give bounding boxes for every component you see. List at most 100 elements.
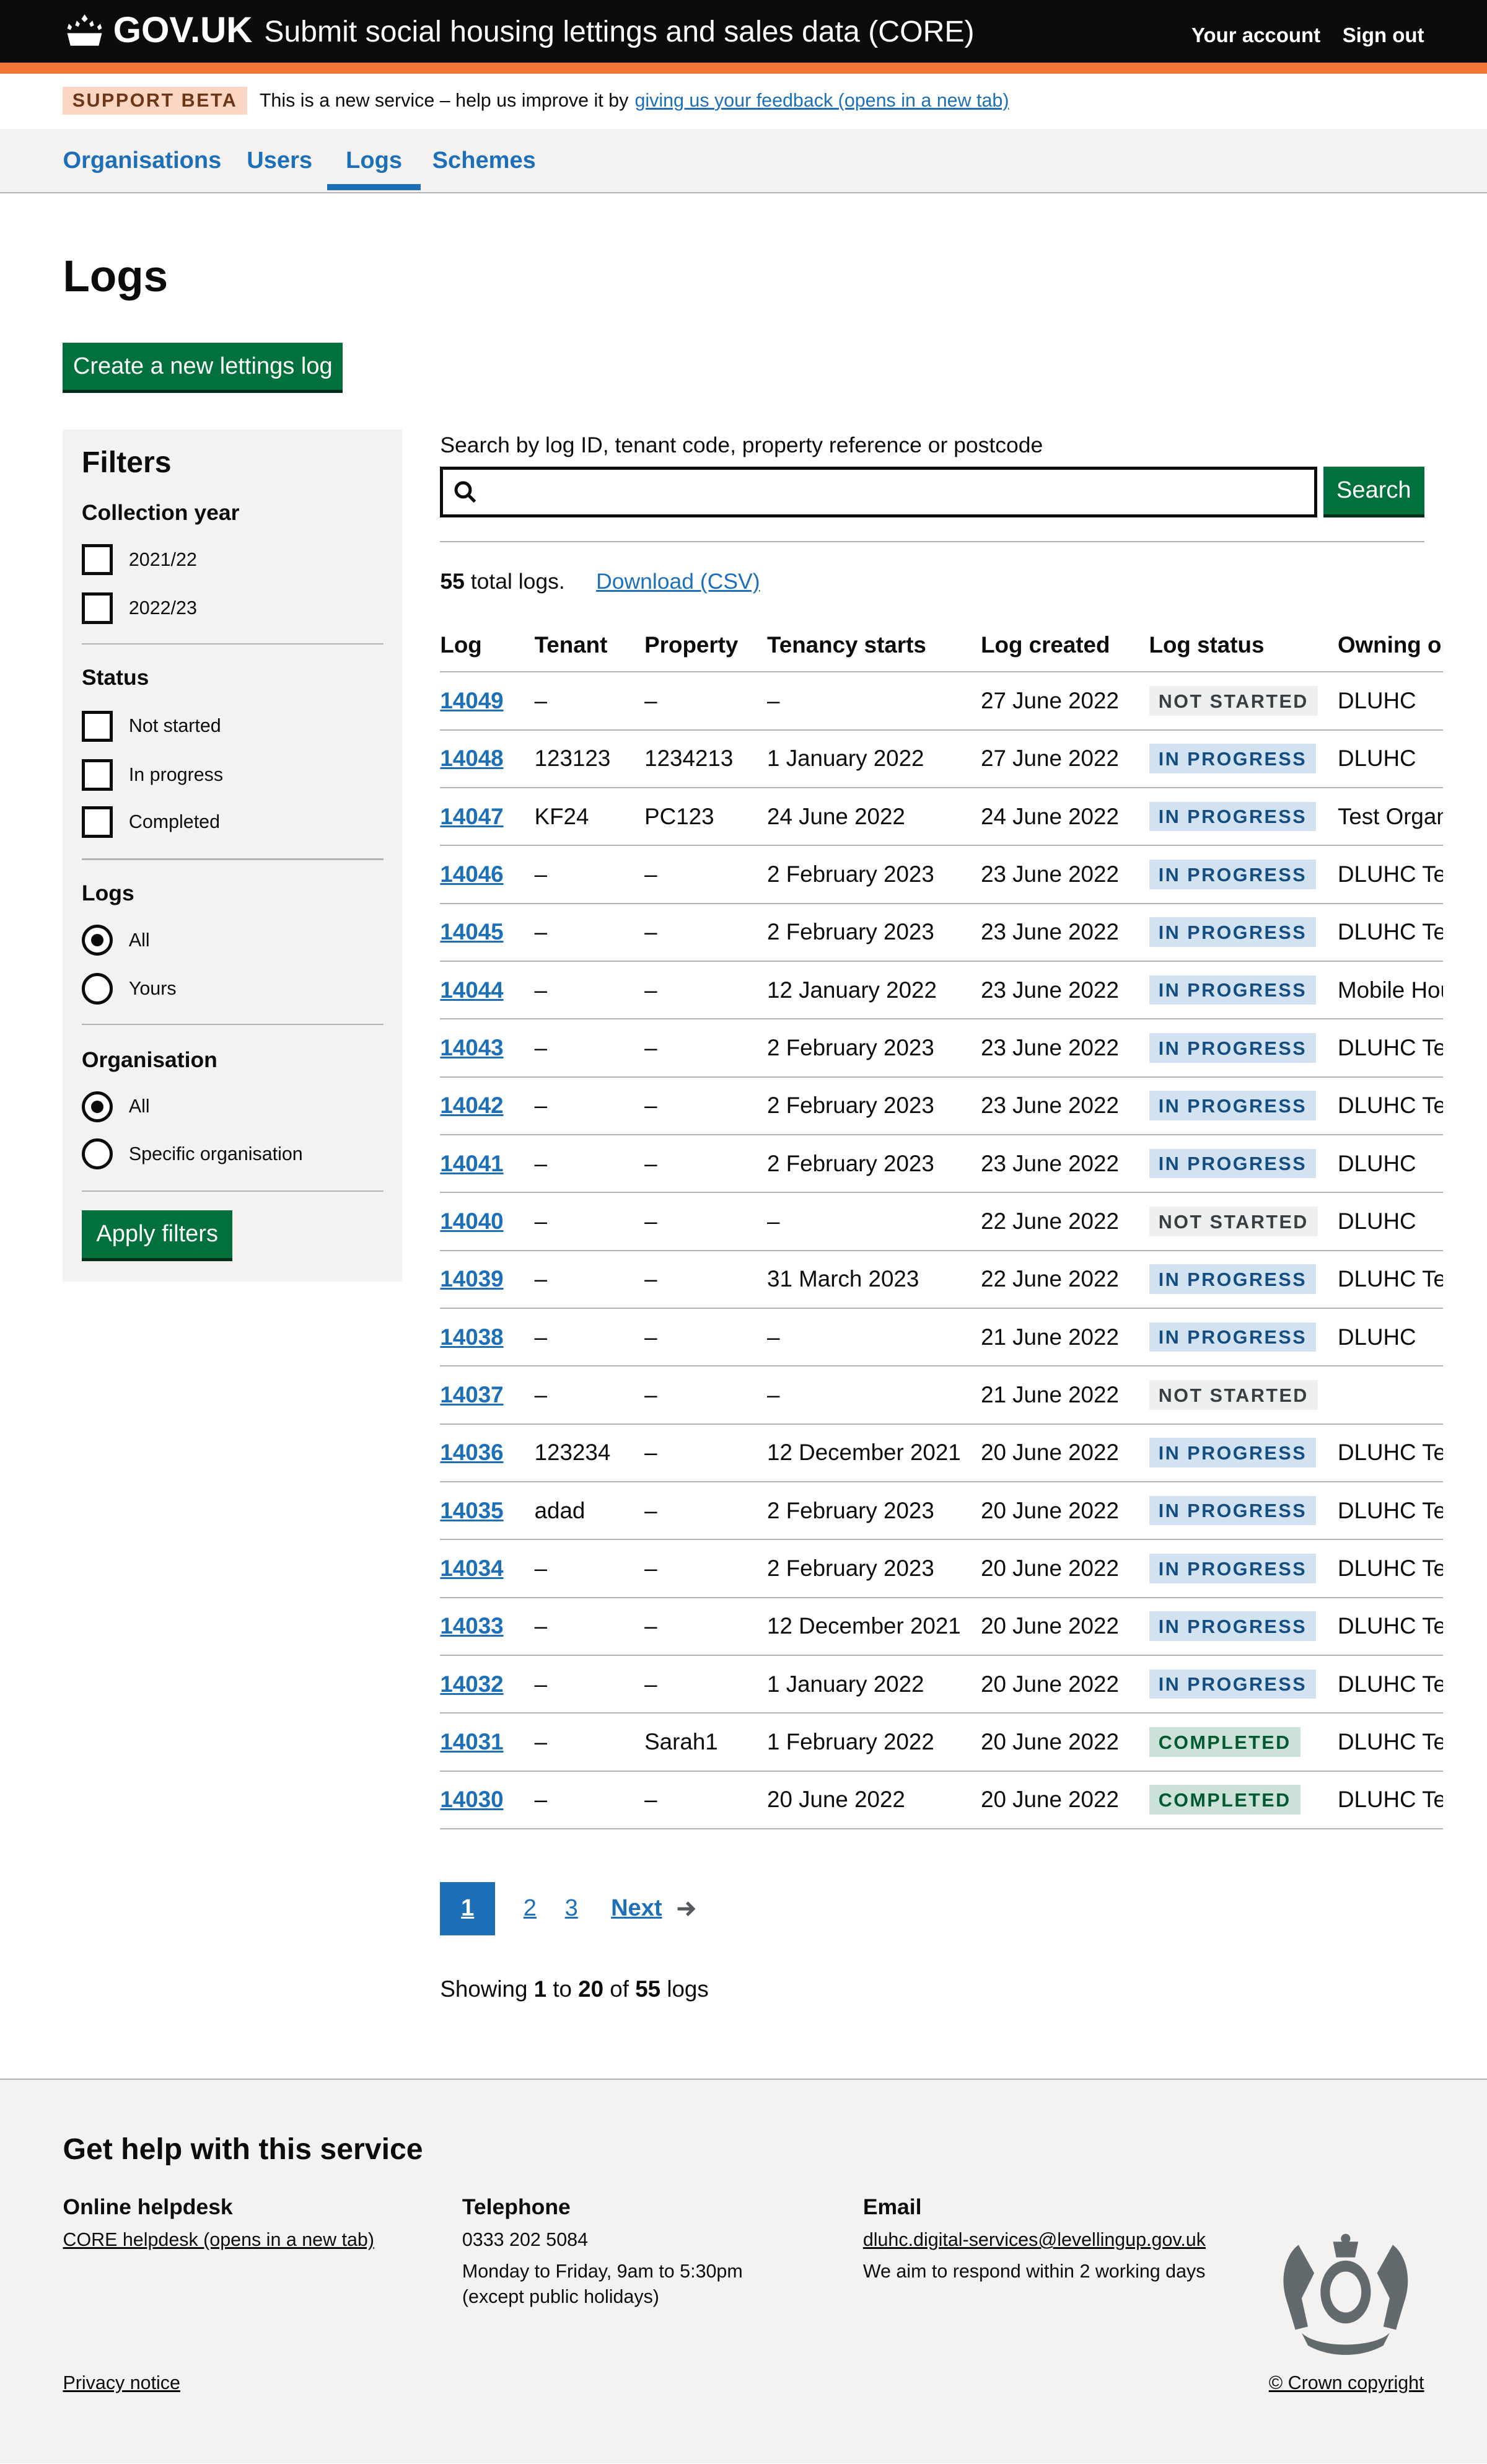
log-count-text: total logs.: [470, 569, 565, 594]
radio[interactable]: [81, 1138, 113, 1170]
cell-text: 22 June 2022: [981, 1266, 1119, 1292]
status-badge: COMPLETED: [1149, 1727, 1301, 1757]
log-id-link[interactable]: 14033: [440, 1613, 504, 1639]
table-cell: KF24: [534, 787, 645, 847]
nav-users[interactable]: Users: [247, 147, 313, 174]
table-cell: –: [644, 1366, 768, 1425]
govuk-logo-link[interactable]: GOV.UK: [63, 9, 252, 51]
log-id-link[interactable]: 14041: [440, 1150, 504, 1176]
log-id-link[interactable]: 14037: [440, 1381, 504, 1407]
table-row: 14037 – – – 21 June 2022 NOT STARTED: [440, 1366, 1443, 1425]
table-row: 14038 – – – 21 June 2022 IN PROGRESS DLUHC: [440, 1308, 1443, 1367]
download-csv-link[interactable]: Download (CSV): [596, 569, 760, 594]
log-id-link[interactable]: 14038: [440, 1324, 504, 1350]
your-account-link[interactable]: Your account: [1191, 24, 1321, 47]
next-page-link[interactable]: Next: [611, 1895, 662, 1922]
log-id-link[interactable]: 14034: [440, 1555, 504, 1581]
table-cell: –: [534, 1019, 645, 1078]
table-cell: –: [534, 1771, 645, 1829]
option-label: Completed: [128, 811, 221, 833]
checkbox[interactable]: [81, 806, 113, 838]
helpdesk-link[interactable]: CORE helpdesk (opens in a new tab): [63, 2229, 374, 2251]
showing-summary: Showing 1 to 20 of 55 logs: [440, 1976, 708, 2002]
page-1-link[interactable]: 1: [440, 1881, 496, 1936]
organisation-label: Organisation: [81, 1047, 217, 1072]
table-row: 14049 – – – 27 June 2022 NOT STARTED DLUHC: [440, 672, 1443, 731]
table-row: 14034 – – 2 February 2023 20 June 2022 IN PRO…: [440, 1539, 1443, 1598]
radio[interactable]: [81, 1091, 113, 1123]
cell-text: 12 January 2022: [767, 977, 937, 1003]
column-header: Tenant: [534, 619, 645, 673]
feedback-link[interactable]: giving us your feedback (opens in a new …: [634, 89, 1009, 111]
log-id-link[interactable]: 14036: [440, 1440, 504, 1466]
cell-text: –: [644, 1150, 657, 1176]
cell-text: DLUHC Tes: [1337, 1787, 1443, 1813]
create-lettings-log-button[interactable]: Create a new lettings log: [63, 343, 343, 390]
log-id-link[interactable]: 14047: [440, 803, 504, 829]
filter-not-started[interactable]: Not started: [81, 710, 221, 742]
table-cell: –: [534, 1655, 645, 1714]
log-id-link[interactable]: 14035: [440, 1497, 504, 1523]
checkbox[interactable]: [81, 759, 113, 791]
table-cell: 14034: [440, 1539, 535, 1598]
cell-text: 22 June 2022: [981, 1208, 1119, 1234]
cell-text: –: [534, 919, 548, 945]
email-link[interactable]: dluhc.digital-services@levellingup.gov.u…: [862, 2229, 1206, 2251]
log-id-link[interactable]: 14049: [440, 687, 504, 713]
cell-text: DLUHC Tes: [1337, 1671, 1443, 1697]
filter-2021-22[interactable]: 2021/22: [81, 543, 197, 576]
table-cell: DLUHC Tes: [1337, 1019, 1443, 1078]
logs-table: Log Tenant Property Tenancy starts Log creat…: [440, 619, 1443, 1829]
checkbox[interactable]: [81, 592, 113, 625]
table-cell: –: [644, 1308, 768, 1367]
privacy-notice-link[interactable]: Privacy notice: [63, 2372, 180, 2393]
table-cell: DLUHC: [1337, 1134, 1443, 1194]
filter-org-specific[interactable]: Specific organisation: [81, 1138, 303, 1170]
apply-filters-button[interactable]: Apply filters: [81, 1210, 233, 1258]
filter-in-progress[interactable]: In progress: [81, 759, 223, 791]
log-id-link[interactable]: 14040: [440, 1208, 504, 1234]
table-cell: DLUHC: [1337, 672, 1443, 731]
nav-organisations[interactable]: Organisations: [63, 147, 222, 174]
search-input[interactable]: [440, 467, 1317, 517]
nav-schemes[interactable]: Schemes: [432, 147, 536, 174]
log-id-link[interactable]: 14042: [440, 1093, 504, 1119]
search-button[interactable]: Search: [1323, 467, 1424, 514]
log-id-link[interactable]: 14039: [440, 1266, 504, 1292]
log-id-link[interactable]: 14046: [440, 861, 504, 887]
radio[interactable]: [81, 924, 113, 956]
filter-2022-23[interactable]: 2022/23: [81, 592, 197, 625]
table-row: 14041 – – 2 February 2023 23 June 2022 IN PRO…: [440, 1134, 1443, 1194]
table-cell: 2 February 2023: [767, 845, 981, 904]
filter-logs-all[interactable]: All: [81, 924, 150, 956]
filter-org-all[interactable]: All: [81, 1091, 150, 1123]
crown-copyright-link[interactable]: © Crown copyright: [1268, 2372, 1424, 2393]
table-cell: IN PROGRESS: [1149, 1308, 1338, 1367]
table-cell: –: [534, 1076, 645, 1135]
service-name-link[interactable]: Submit social housing lettings and sales…: [264, 14, 975, 48]
log-id-link[interactable]: 14032: [440, 1671, 504, 1697]
page-2-link[interactable]: 2: [523, 1895, 537, 1922]
status-badge: IN PROGRESS: [1149, 1322, 1317, 1352]
cell-text: –: [534, 1324, 548, 1350]
table-cell: 20 June 2022: [981, 1423, 1149, 1482]
sign-out-link[interactable]: Sign out: [1342, 24, 1424, 47]
cell-text: 24 June 2022: [981, 803, 1119, 829]
log-id-link[interactable]: 14044: [440, 977, 504, 1003]
checkbox[interactable]: [81, 710, 113, 742]
divider: [440, 540, 1424, 543]
status-badge: IN PROGRESS: [1149, 1148, 1317, 1179]
radio[interactable]: [81, 973, 113, 1005]
log-id-link[interactable]: 14030: [440, 1787, 504, 1813]
nav-logs[interactable]: Logs: [327, 147, 421, 190]
log-id-link[interactable]: 14045: [440, 919, 504, 945]
log-id-link[interactable]: 14043: [440, 1034, 504, 1060]
page-3-link[interactable]: 3: [564, 1895, 578, 1922]
log-id-link[interactable]: 14031: [440, 1728, 504, 1754]
table-cell: 14032: [440, 1655, 535, 1714]
filter-completed[interactable]: Completed: [81, 806, 221, 838]
filter-logs-yours[interactable]: Yours: [81, 973, 177, 1005]
status-badge: IN PROGRESS: [1149, 801, 1317, 832]
log-id-link[interactable]: 14048: [440, 746, 504, 772]
checkbox[interactable]: [81, 543, 113, 576]
